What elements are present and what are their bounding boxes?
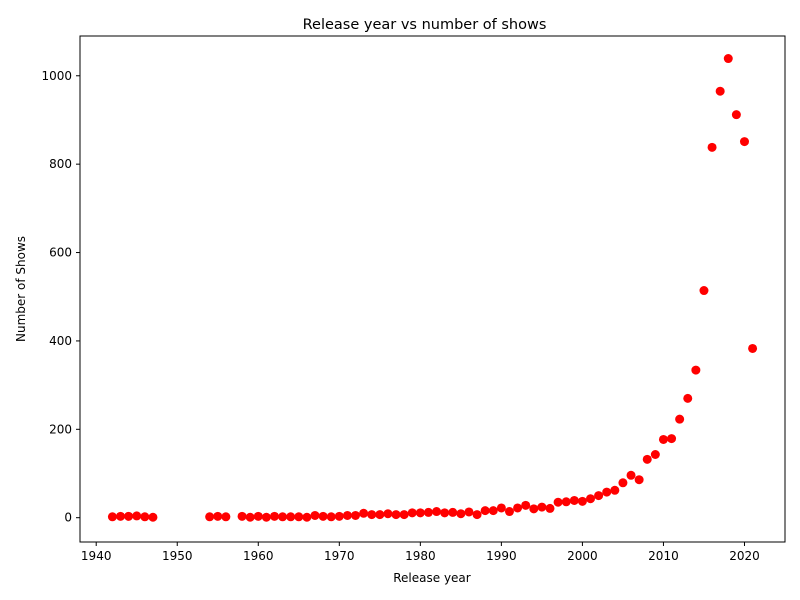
- data-point: [675, 414, 685, 424]
- y-tick-label: 400: [49, 334, 72, 348]
- data-point: [739, 137, 749, 147]
- data-point: [334, 511, 344, 521]
- ticks-layer: 1940 1950 1960 1970 1980 1990 2000 2010 2020 0 200…: [41, 69, 759, 563]
- data-point: [399, 510, 409, 520]
- data-point: [269, 511, 279, 521]
- data-point: [221, 512, 231, 522]
- data-point: [667, 434, 677, 444]
- data-point: [326, 512, 336, 522]
- data-point: [715, 86, 725, 96]
- data-point: [480, 506, 490, 516]
- x-tick-label: 2010: [648, 549, 679, 563]
- data-point: [432, 507, 442, 517]
- data-point: [586, 494, 596, 504]
- data-point: [391, 510, 401, 520]
- data-point: [124, 511, 134, 521]
- x-tick-label: 1950: [162, 549, 193, 563]
- data-point: [707, 142, 717, 152]
- data-point: [261, 512, 271, 522]
- x-tick-label: 1940: [81, 549, 112, 563]
- data-point: [205, 512, 215, 522]
- x-tick-label: 1970: [324, 549, 355, 563]
- data-point: [496, 503, 506, 513]
- data-point: [286, 512, 296, 522]
- data-point: [691, 365, 701, 375]
- data-point: [375, 510, 385, 520]
- data-point: [642, 454, 652, 464]
- x-tick-label: 1990: [486, 549, 517, 563]
- y-tick-label: 800: [49, 157, 72, 171]
- data-point: [634, 475, 644, 485]
- data-point: [504, 507, 514, 517]
- x-tick-label: 2020: [729, 549, 760, 563]
- data-point: [650, 449, 660, 459]
- data-point: [683, 393, 693, 403]
- data-point: [488, 506, 498, 516]
- data-point: [731, 110, 741, 120]
- x-tick-label: 2000: [567, 549, 598, 563]
- data-point: [626, 470, 636, 480]
- data-point: [602, 487, 612, 497]
- data-point: [440, 508, 450, 518]
- points-layer: [107, 54, 758, 522]
- data-point: [423, 507, 433, 517]
- plot-frame: [79, 35, 786, 543]
- data-point: [472, 510, 482, 520]
- data-point: [367, 510, 377, 520]
- data-point: [529, 504, 539, 514]
- data-point: [140, 512, 150, 522]
- data-point: [302, 512, 312, 522]
- data-point: [569, 495, 579, 505]
- y-tick-label: 0: [64, 511, 72, 525]
- y-tick-label: 200: [49, 422, 72, 436]
- data-point: [415, 508, 425, 518]
- data-point: [253, 511, 263, 521]
- data-point: [448, 507, 458, 517]
- x-axis-label: Release year: [393, 571, 471, 585]
- data-point: [699, 286, 709, 296]
- data-point: [148, 512, 158, 522]
- data-point: [278, 512, 288, 522]
- data-point: [723, 54, 733, 64]
- chart-title: Release year vs number of shows: [303, 17, 547, 33]
- data-point: [464, 507, 474, 517]
- data-point: [618, 478, 628, 488]
- data-point: [561, 497, 571, 507]
- y-tick-label: 600: [49, 246, 72, 260]
- data-point: [132, 511, 142, 521]
- data-point: [237, 511, 247, 521]
- data-point: [245, 512, 255, 522]
- data-point: [342, 510, 352, 520]
- data-point: [658, 434, 668, 444]
- data-point: [310, 510, 320, 520]
- data-point: [383, 509, 393, 519]
- data-point: [359, 508, 369, 518]
- y-axis-label: Number of Shows: [14, 236, 28, 342]
- data-point: [116, 511, 126, 521]
- data-point: [294, 512, 304, 522]
- data-point: [407, 508, 417, 518]
- data-point: [351, 510, 361, 520]
- data-point: [545, 503, 555, 513]
- data-point: [107, 512, 117, 522]
- x-tick-label: 1980: [405, 549, 436, 563]
- data-point: [594, 491, 604, 501]
- y-tick-label: 1000: [41, 69, 72, 83]
- data-point: [318, 511, 328, 521]
- data-point: [456, 509, 466, 519]
- data-point: [513, 503, 523, 513]
- data-point: [610, 485, 620, 495]
- data-point: [577, 496, 587, 506]
- data-point: [537, 502, 547, 512]
- data-point: [748, 343, 758, 353]
- x-tick-label: 1960: [243, 549, 274, 563]
- data-point: [521, 500, 531, 510]
- data-point: [553, 497, 563, 507]
- data-point: [213, 511, 223, 521]
